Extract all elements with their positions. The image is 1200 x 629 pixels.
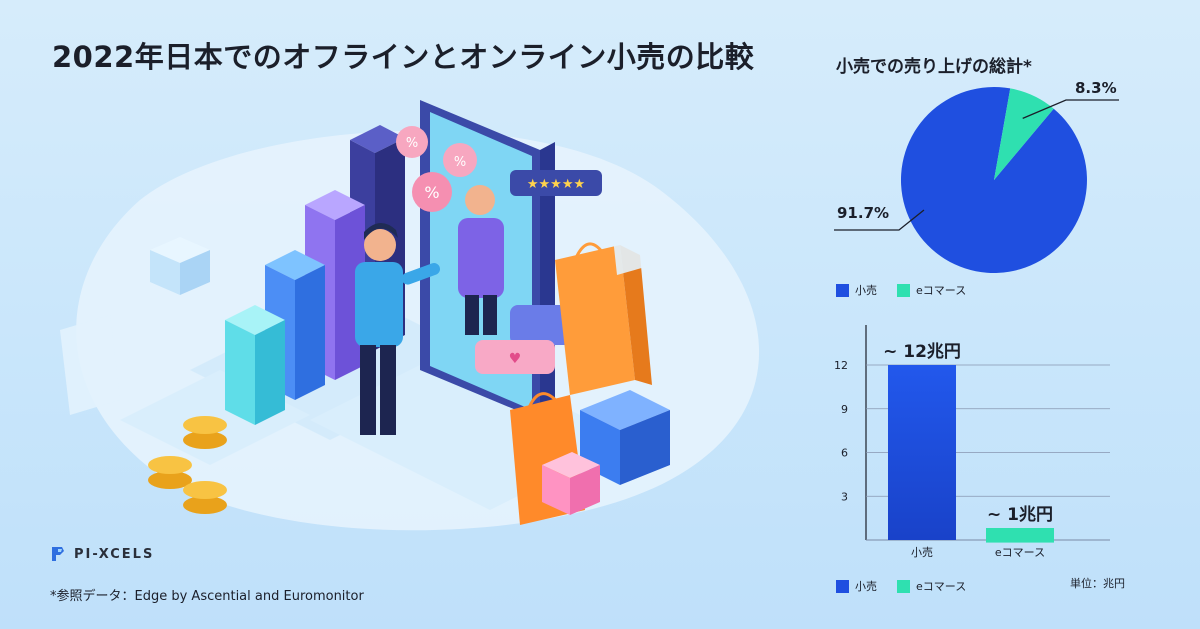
- package-box-icon: [150, 237, 210, 295]
- shopping-bag-outline-icon: [60, 200, 652, 415]
- pie-label-ecommerce: 8.3%: [1075, 80, 1117, 97]
- pie-slice-retail: [900, 86, 1087, 273]
- x-tick-label-ecommerce: eコマース: [995, 546, 1045, 559]
- pie-legend-item-ecommerce: eコマース: [897, 282, 966, 298]
- pie-leader-ecommerce: [1022, 99, 1119, 119]
- bar-retail: [888, 365, 956, 540]
- pie-legend-label-retail: 小売: [855, 284, 877, 297]
- customer-figure: [355, 222, 441, 435]
- bar-legend-item-ecommerce: eコマース: [897, 578, 966, 594]
- bar-legend-label-ecommerce: eコマース: [916, 580, 967, 593]
- pie-chart-title: 小売での売り上げの総計*: [836, 57, 1032, 77]
- pie-chart: 91.7% 8.3%: [834, 80, 1119, 273]
- pixcels-logo-icon: [52, 547, 64, 561]
- shopping-illustration: % % % ★★★★★ ♥: [60, 100, 760, 531]
- pie-legend: 小売 eコマース: [836, 282, 986, 298]
- source-note: *参照データ：Edge by Ascential and Euromonitor: [50, 589, 364, 604]
- data-label-ecommerce: ~ 1兆円: [987, 505, 1053, 525]
- bar-legend-label-retail: 小売: [855, 580, 877, 593]
- bar-cyan: [225, 305, 285, 425]
- brand-logo: PI-XCELS: [50, 545, 154, 563]
- legend-swatch-ecommerce: [897, 283, 910, 297]
- pie-legend-label-ecommerce: eコマース: [916, 284, 967, 297]
- seller-figure: [458, 185, 504, 335]
- heart-bubble-icon: [475, 340, 555, 374]
- y-tick-label: 3: [841, 490, 848, 503]
- coin-stack-icon: [148, 416, 227, 514]
- svg-text:%: %: [454, 155, 466, 170]
- gift-box-icon: [542, 390, 670, 515]
- pie-leader-retail: [834, 209, 925, 231]
- page-title: 2022年日本でのオフラインとオンライン小売の比較: [52, 40, 755, 74]
- svg-text:♥: ♥: [509, 351, 522, 367]
- y-tick-label: 9: [841, 403, 848, 416]
- x-tick-label-retail: 小売: [911, 546, 933, 559]
- legend-swatch-retail: [836, 579, 849, 593]
- brand-logo-text: PI-XCELS: [74, 546, 155, 562]
- bar-legend: 小売 eコマース: [836, 578, 986, 594]
- svg-text:★★★★★: ★★★★★: [527, 177, 585, 192]
- svg-text:%: %: [406, 136, 418, 151]
- legend-swatch-retail: [836, 283, 849, 297]
- svg-text:%: %: [424, 183, 439, 202]
- pie-legend-item-retail: 小売: [836, 282, 877, 298]
- bar-ecommerce: [986, 528, 1054, 543]
- bar-legend-item-retail: 小売: [836, 578, 877, 594]
- bar-unit-label: 単位：兆円: [1070, 577, 1125, 590]
- percent-badge-icon: % % %: [396, 126, 477, 212]
- bar-purple: [305, 190, 365, 380]
- y-tick-label: 6: [841, 447, 848, 460]
- legend-swatch-ecommerce: [897, 579, 910, 593]
- star-rating-icon: ★★★★★: [510, 170, 602, 196]
- data-label-retail: ~ 12兆円: [883, 342, 961, 362]
- pie-label-retail: 91.7%: [837, 204, 889, 222]
- y-tick-label: 12: [834, 359, 848, 372]
